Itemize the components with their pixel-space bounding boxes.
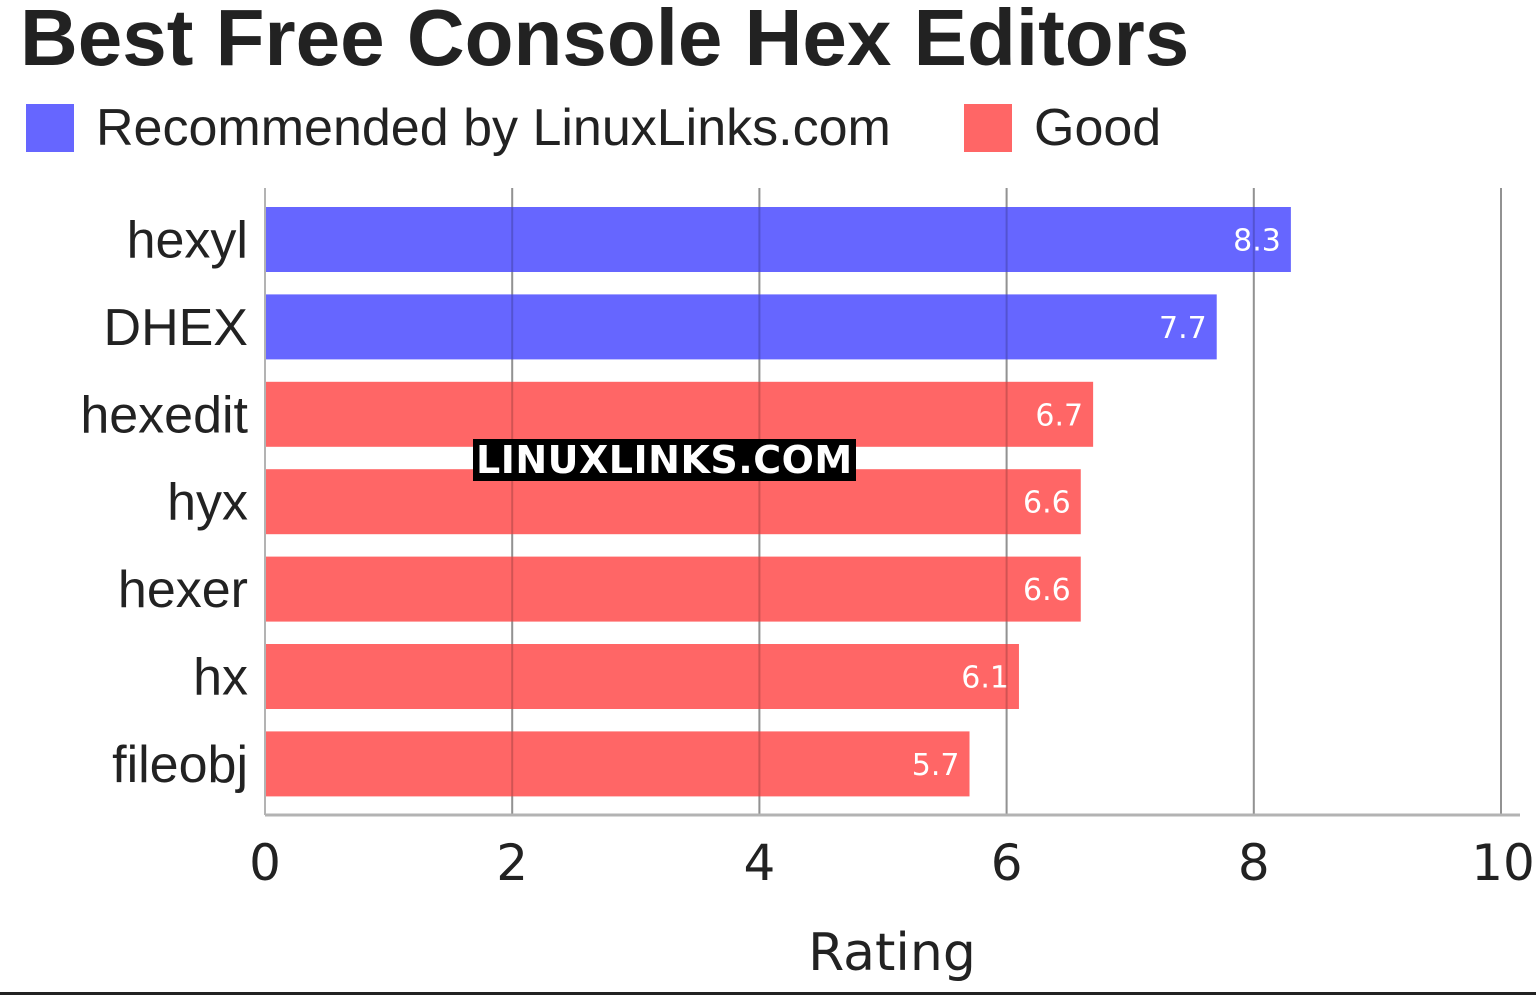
watermark-logo: LINUXLINKS.COM — [473, 439, 856, 481]
x-tick-label: 0 — [249, 834, 281, 892]
legend-item-good: Good — [964, 98, 1161, 158]
category-label: hx — [193, 649, 248, 707]
bar-value-label: 8.3 — [1233, 224, 1281, 259]
legend-label-recommended: Recommended by LinuxLinks.com — [96, 99, 891, 157]
bar — [265, 294, 1217, 360]
bar-value-label: 7.7 — [1159, 311, 1207, 346]
bar-value-label: 6.1 — [961, 661, 1009, 696]
bar — [265, 556, 1081, 622]
legend-swatch-good — [964, 104, 1012, 152]
legend-label-good: Good — [1034, 99, 1162, 157]
bar — [265, 381, 1094, 447]
bar-value-label: 6.7 — [1035, 398, 1083, 433]
category-label: hexyl — [127, 212, 248, 270]
x-tick-label: 6 — [991, 834, 1023, 892]
legend-swatch-recommended — [26, 104, 74, 152]
category-label: hexedit — [80, 386, 248, 444]
bar-value-label: 6.6 — [1023, 486, 1071, 521]
bar — [265, 207, 1291, 272]
category-label: hyx — [167, 474, 248, 532]
page-bottom-border — [0, 992, 1536, 995]
category-label: hexer — [118, 561, 248, 619]
category-label: fileobj — [112, 736, 248, 794]
x-tick-label: 4 — [743, 834, 775, 892]
bar-value-label: 5.7 — [912, 748, 960, 783]
x-tick-label: 10 — [1471, 834, 1535, 892]
category-label: DHEX — [104, 299, 248, 357]
bar — [265, 644, 1019, 709]
legend-item-recommended: Recommended by LinuxLinks.com — [26, 98, 891, 158]
x-tick-label: 8 — [1238, 834, 1270, 892]
x-axis-label: Rating — [808, 923, 976, 983]
bar — [265, 731, 970, 797]
x-tick-label: 2 — [496, 834, 528, 892]
bar-value-label: 6.6 — [1023, 573, 1071, 608]
chart-title: Best Free Console Hex Editors — [20, 0, 1190, 82]
